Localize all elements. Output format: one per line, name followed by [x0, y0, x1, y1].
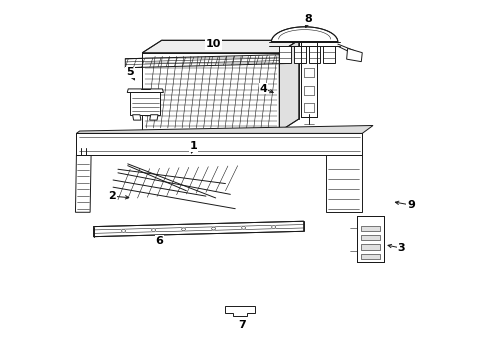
- Polygon shape: [294, 46, 306, 63]
- Polygon shape: [76, 134, 362, 155]
- Polygon shape: [323, 46, 335, 63]
- Bar: [361, 235, 380, 240]
- Bar: [361, 253, 380, 259]
- Circle shape: [122, 229, 125, 232]
- Polygon shape: [225, 306, 255, 316]
- Bar: [361, 226, 380, 231]
- Polygon shape: [309, 46, 320, 63]
- Polygon shape: [76, 126, 373, 134]
- Circle shape: [271, 226, 275, 229]
- Polygon shape: [125, 54, 289, 68]
- Text: 8: 8: [305, 14, 313, 24]
- Text: 2: 2: [108, 191, 116, 201]
- Circle shape: [151, 229, 155, 231]
- Polygon shape: [271, 27, 338, 42]
- Polygon shape: [279, 46, 291, 63]
- Text: 10: 10: [205, 39, 221, 49]
- Text: 4: 4: [260, 84, 268, 94]
- Circle shape: [182, 228, 186, 231]
- Polygon shape: [279, 40, 299, 132]
- Polygon shape: [133, 115, 141, 120]
- Polygon shape: [75, 155, 91, 212]
- Polygon shape: [346, 48, 362, 62]
- Polygon shape: [143, 40, 299, 53]
- Circle shape: [242, 226, 245, 229]
- Polygon shape: [326, 155, 362, 212]
- Polygon shape: [127, 89, 163, 93]
- Text: 1: 1: [190, 141, 197, 151]
- Text: 9: 9: [407, 200, 415, 210]
- Text: 5: 5: [126, 67, 134, 77]
- Text: 7: 7: [239, 320, 246, 330]
- Polygon shape: [150, 115, 158, 120]
- Bar: [361, 244, 380, 249]
- Text: 3: 3: [397, 243, 405, 253]
- Polygon shape: [143, 53, 279, 132]
- Polygon shape: [130, 93, 160, 115]
- Circle shape: [212, 227, 216, 230]
- Text: 6: 6: [155, 236, 164, 246]
- Polygon shape: [357, 216, 384, 262]
- Polygon shape: [301, 42, 317, 117]
- Polygon shape: [94, 221, 304, 237]
